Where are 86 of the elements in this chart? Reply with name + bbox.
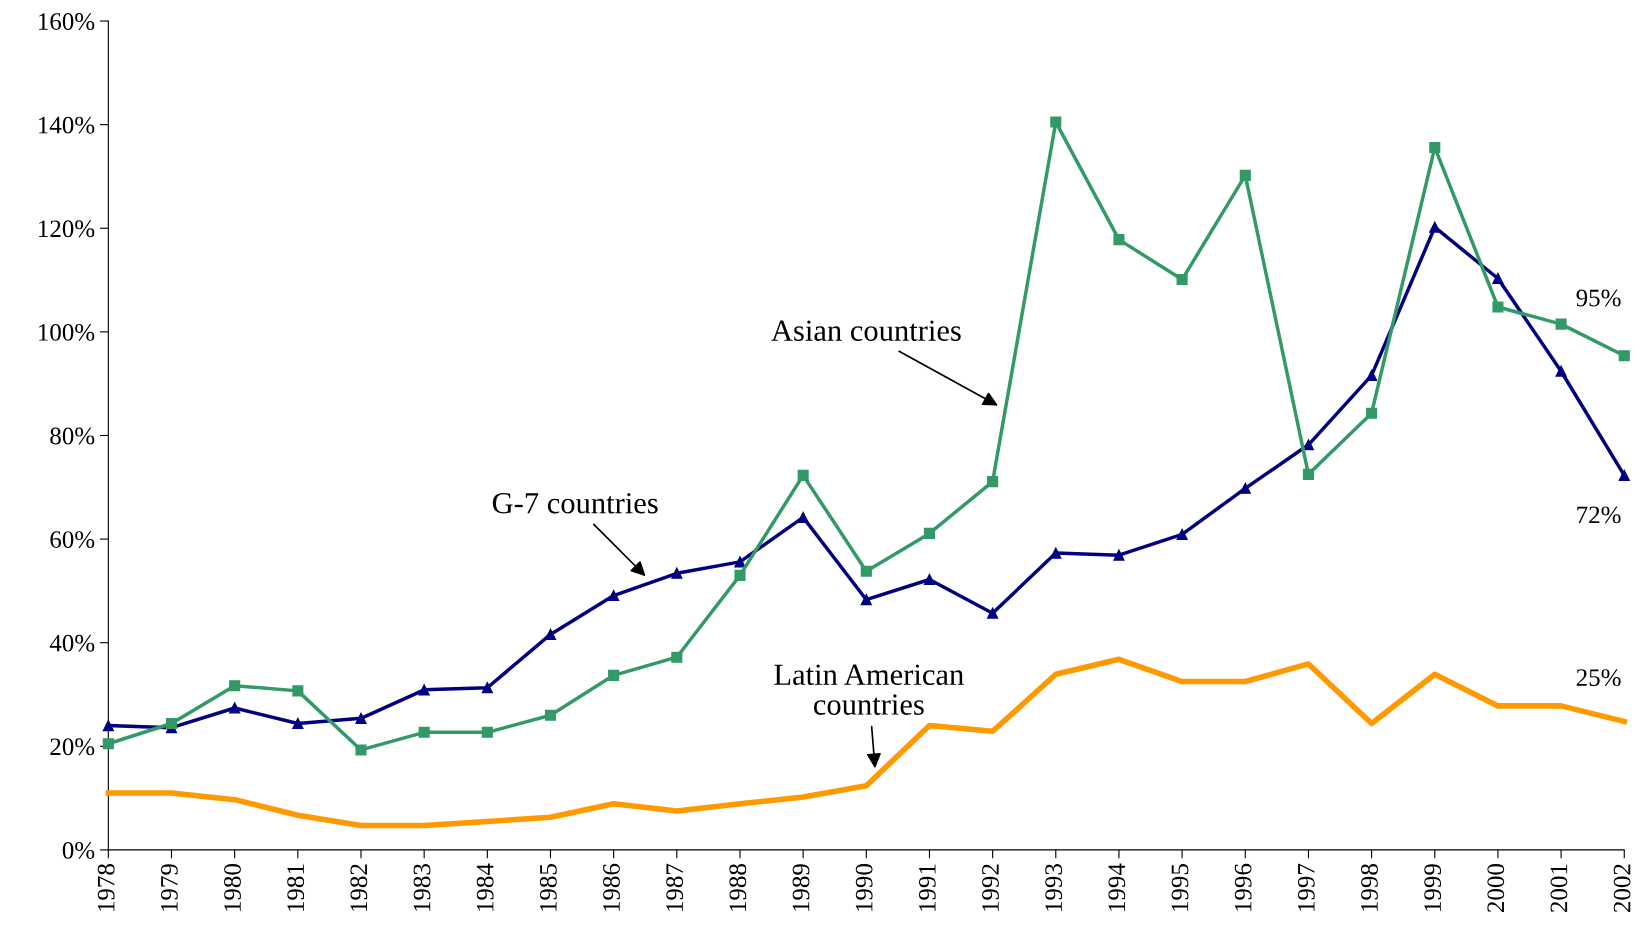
point [1176,528,1188,540]
series-label: G-7 countries [492,492,658,514]
point [608,589,620,602]
point [1050,547,1062,559]
point [1492,301,1504,313]
series-label: Latin American countries [774,664,964,715]
data-label: 25% [1576,669,1621,687]
point [292,685,304,697]
x-tick-label: 1978 [97,864,115,911]
x-tick-label: 1991 [918,864,936,911]
x-tick-label: 1990 [855,864,873,911]
x-tick-label: 1998 [1361,864,1378,911]
x-tick-label: 1995 [1171,864,1189,911]
point [734,569,746,581]
x-tick-label: 1997 [1297,863,1315,911]
point [1113,549,1125,561]
point [481,726,493,738]
y-tick-label: 160% [39,13,95,31]
x-tick-label: 1993 [1045,864,1063,911]
point [165,717,178,730]
point [860,594,872,606]
x-tick-label: 2002 [1613,864,1631,913]
x-tick-label: 1989 [792,864,810,911]
point [797,511,809,523]
point [671,651,683,663]
y-tick-label: 20% [50,738,95,756]
x-tick-label: 1988 [729,864,747,911]
point [1492,272,1504,285]
point [102,738,114,750]
point [1113,234,1125,246]
x-tick-label: 1994 [1108,863,1126,911]
point [1618,469,1630,481]
x-tick-label: 1979 [160,864,178,911]
point [923,527,936,539]
point [544,709,557,721]
point [481,682,493,694]
point [1302,468,1315,480]
point [1239,169,1251,181]
x-tick-label: 1985 [539,864,557,911]
point [1050,116,1062,128]
point [1176,273,1188,286]
point [987,476,999,488]
point [860,565,872,577]
y-tick-label: 100% [39,323,95,341]
y-tick-label: 80% [50,427,95,445]
point [608,669,620,681]
point [355,712,367,724]
point [1555,365,1567,377]
x-tick-label: 1984 [476,863,494,911]
point [1366,407,1378,419]
x-tick-label: 1986 [603,863,620,911]
y-tick-label: 40% [49,634,95,652]
x-tick-label: 1982 [350,864,368,911]
point [797,469,809,481]
point [355,744,367,756]
point [1366,369,1378,381]
y-tick-label: 0% [62,841,95,859]
series-label: Asian countries [771,320,961,341]
point [1429,141,1441,153]
x-tick-label: 1996 [1234,863,1252,911]
point [1618,350,1630,362]
x-tick-label: 1987 [666,863,684,911]
point [229,702,241,714]
x-tick-label: 2001 [1550,864,1568,913]
x-tick-label: 1980 [224,864,241,911]
point [418,684,430,696]
y-tick-label: 120% [39,220,95,238]
x-tick-label: 1983 [413,864,431,911]
point [229,680,241,692]
point [418,726,430,738]
x-tick-label: 1992 [982,864,999,911]
x-tick-label: 1981 [287,864,305,911]
y-tick-label: 140% [39,116,95,134]
point [1555,318,1567,330]
point [1239,482,1251,494]
point [923,573,936,586]
point [734,556,746,568]
point [671,567,683,579]
point [292,717,304,730]
point [987,607,999,619]
point [102,720,114,732]
data-label: 95% [1576,289,1621,307]
x-tick-label: 1999 [1424,864,1442,911]
data-label: 72% [1577,506,1621,524]
y-tick-label: 60% [50,531,95,549]
x-tick-label: 2000 [1487,864,1505,913]
